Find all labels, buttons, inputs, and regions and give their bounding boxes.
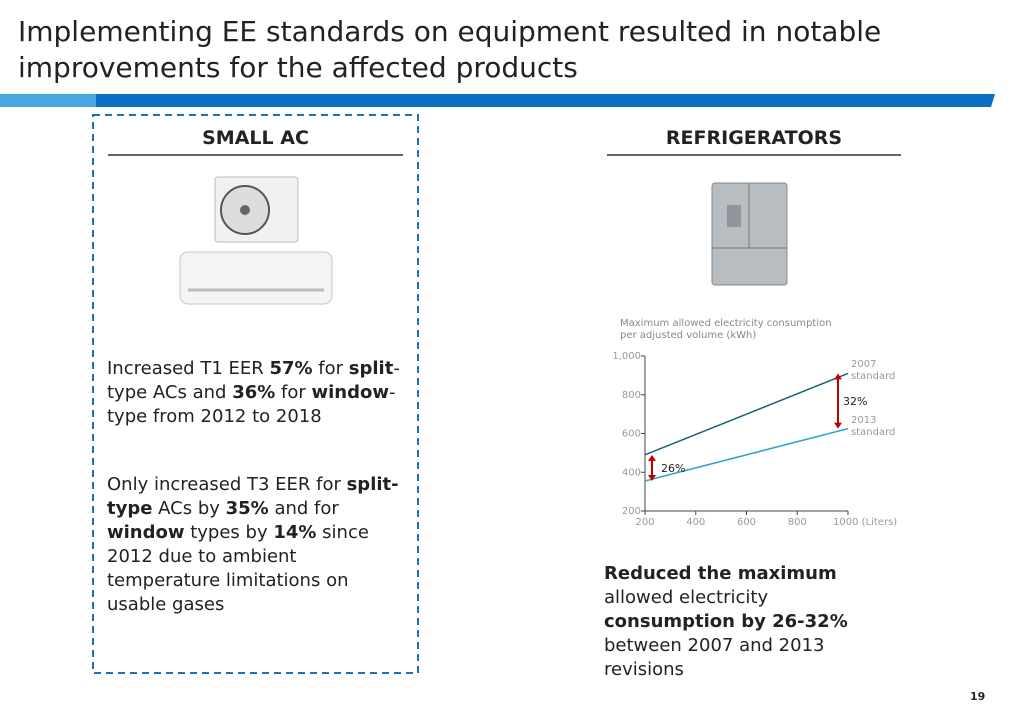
x-tick-label: 600 — [737, 517, 756, 528]
series-label: 2013 standard — [851, 414, 896, 438]
bullet-text: 14% — [273, 522, 317, 543]
bullet-text: window — [311, 382, 389, 403]
bullet-text: 36% — [232, 382, 276, 403]
header-bar — [0, 94, 995, 107]
section-heading: SMALL AC — [202, 127, 309, 149]
bullet-text: ACs by — [152, 498, 226, 519]
bullet-text: -type from 2012 to 2018 — [107, 382, 396, 427]
page-number: 19 — [970, 690, 986, 703]
annotation: 26% — [661, 462, 685, 475]
x-tick-label: 800 — [788, 517, 807, 528]
highlight-box — [92, 114, 419, 674]
arrow-head — [834, 373, 842, 380]
header-bar-accent — [0, 94, 96, 107]
bullet-text: window — [107, 522, 185, 543]
slide-title: Implementing EE standards on equipment r… — [18, 15, 882, 84]
y-tick-label: 600 — [622, 429, 641, 440]
x-tick-label: 400 — [686, 517, 705, 528]
chart-title: Maximum allowed electricity consumption … — [620, 318, 832, 341]
bullet-text: Increased T1 EER — [107, 358, 270, 379]
section-heading: REFRIGERATORS — [665, 127, 843, 149]
bullet-text: Only increased T3 EER for — [107, 474, 347, 495]
bullet-text: split — [348, 358, 394, 379]
bullet-text: Reduced the maximum — [604, 563, 837, 584]
x-tick-label: 1000 (Liters) — [833, 517, 897, 528]
bullet-text: allowed electricity — [604, 587, 769, 608]
x-tick-label: 200 — [635, 517, 654, 528]
annotation: 32% — [843, 395, 867, 408]
arrow-head — [648, 454, 656, 461]
bullet-text: split-type — [107, 474, 399, 519]
bullet-text: between 2007 and 2013 revisions — [604, 635, 825, 680]
bullet: Increased T1 EER 57% for split-type ACs … — [107, 357, 407, 429]
series-line — [644, 372, 849, 456]
bullet-text: types by — [184, 522, 274, 543]
y-tick-label: 400 — [622, 467, 641, 478]
arrow-head — [834, 422, 842, 429]
y-tick-label: 1,000 — [612, 351, 641, 362]
bullet-text: 57% — [269, 358, 313, 379]
bullet: Only increased T3 EER for split-type ACs… — [107, 473, 407, 617]
bullet-text: -type ACs and — [107, 358, 400, 403]
ac-image — [179, 176, 333, 305]
series-label: 2007 standard — [851, 359, 896, 383]
bullet-list: Increased T1 EER 57% for split-type ACs … — [107, 357, 407, 617]
bullet-text: and for — [268, 498, 339, 519]
bullet-text: for — [275, 382, 312, 403]
bullet-text: since 2012 due to ambient temperature li… — [107, 522, 369, 615]
y-tick-label: 800 — [622, 390, 641, 401]
arrow-head — [648, 474, 656, 481]
bullet-text: for — [312, 358, 349, 379]
series-line — [644, 427, 849, 482]
bullet-list: Reduced the maximum allowed electricity … — [604, 562, 854, 682]
bullet: Reduced the maximum allowed electricity … — [604, 562, 854, 682]
bullet-text: 35% — [225, 498, 269, 519]
y-tick-label: 200 — [622, 506, 641, 517]
fridge-image — [711, 182, 788, 286]
bullet-text: consumption by 26-32% — [604, 611, 848, 632]
